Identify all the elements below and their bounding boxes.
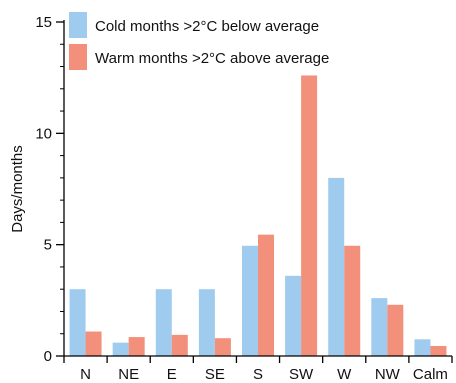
bar-n-series-2 [85,331,102,356]
x-tick-label-n: N [80,366,91,383]
bar-e-series-1 [155,289,172,356]
x-tick-label-calm: Calm [413,366,448,383]
legend: Cold months >2°C below average Warm month… [69,12,329,70]
x-tick-label-sw: SW [289,366,314,383]
legend-label-series-2: Warm months >2°C above average [95,50,329,67]
bar-s-series-1 [242,245,258,356]
bar-calm-series-1 [414,339,431,356]
bar-w-series-1 [328,177,345,356]
bar-nw-series-1 [371,298,388,356]
bar-n-series-1 [69,289,86,356]
bar-nw-series-2 [387,304,404,356]
bar-calm-series-2 [430,345,447,356]
bar-e-series-2 [171,334,188,356]
bar-ne-series-1 [112,342,129,356]
bar-ne-series-2 [128,337,145,356]
x-tick-label-ne: NE [118,366,139,383]
bar-sw-series-2 [301,75,318,356]
y-tick-label: 0 [44,348,52,365]
y-tick-label: 15 [35,14,52,31]
y-tick-label: 10 [35,125,52,142]
legend-label-series-1: Cold months >2°C below average [95,18,319,35]
x-tick-label-s: S [253,366,263,383]
x-tick-label-w: W [337,366,352,383]
legend-swatch-series-2 [69,44,87,70]
bar-w-series-2 [344,245,361,356]
x-tick-label-se: SE [205,366,225,383]
bar-se-series-2 [214,338,231,356]
x-tick-label-nw: NW [375,366,401,383]
y-tick-label: 5 [44,237,52,254]
bars-layer [69,75,447,356]
x-tick-label-e: E [167,366,177,383]
bar-se-series-1 [198,289,215,356]
legend-swatch-series-1 [69,12,87,38]
y-axis-title: Days/months [9,145,26,233]
bar-s-series-2 [258,234,274,356]
labels-layer: 0 5 10 15 N NE E SE S SW W NW Calm Days/months [9,14,448,383]
axes-layer [56,20,453,363]
bar-sw-series-1 [285,275,302,356]
